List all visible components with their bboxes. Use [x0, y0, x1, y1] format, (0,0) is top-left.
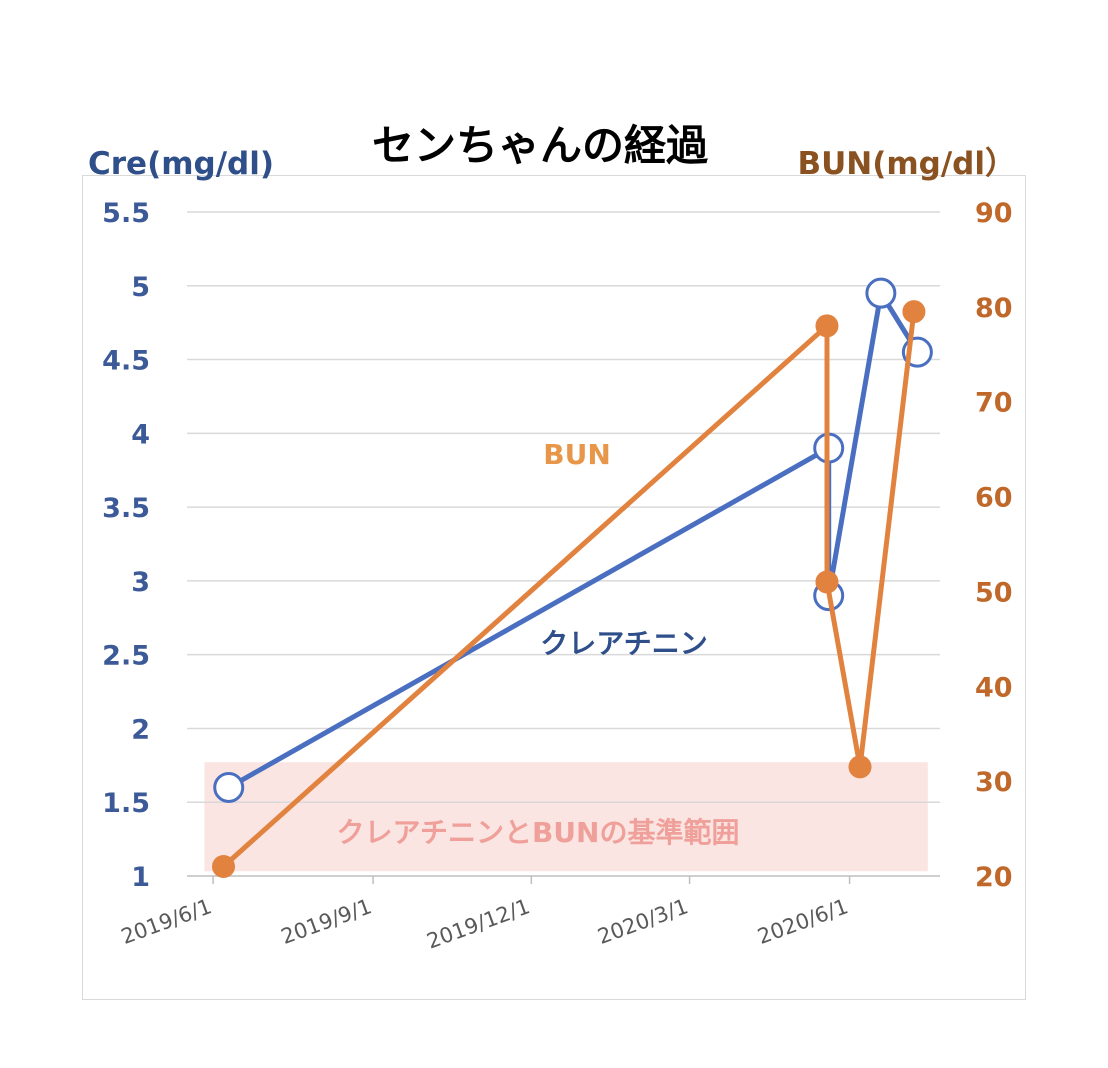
y-left-tick-label: 3.5	[102, 493, 150, 524]
y-right-tick-label: 90	[975, 198, 1013, 229]
x-tick-label: 2019/6/1	[118, 894, 215, 949]
series-layer	[212, 277, 933, 879]
data-point	[848, 755, 872, 779]
y-left-tick-label: 4.5	[102, 346, 150, 377]
series-bun	[212, 300, 926, 879]
y-left-tick-label: 1.5	[102, 788, 150, 819]
y-right-tick-label: 80	[975, 293, 1013, 324]
gridlines	[187, 211, 940, 803]
x-tick-label: 2020/6/1	[754, 894, 851, 949]
y-right-tick-label: 50	[975, 577, 1013, 608]
x-axis: 2019/6/1 2019/9/1 2019/12/1 2020/3/1 2020/6/…	[118, 875, 940, 954]
y-left-tick-label: 2	[131, 714, 150, 745]
data-point	[865, 277, 897, 309]
y-left-tick-label: 1	[131, 862, 150, 893]
chart-title: センちゃんの経過	[372, 121, 709, 170]
y-right-tick-label: 70	[975, 388, 1013, 419]
series-creatinine	[213, 277, 933, 803]
data-point	[902, 300, 926, 324]
x-tick-label: 2020/3/1	[594, 894, 691, 949]
chart-frame	[82, 175, 1026, 1000]
y-left-axis-title: Cre(mg/dl)	[88, 146, 274, 182]
y-left-tick-label: 2.5	[102, 641, 150, 672]
y-left-tick-label: 3	[131, 567, 150, 598]
y-left-tick-label: 4	[131, 419, 150, 450]
bun-series-label: BUN	[543, 438, 611, 471]
data-point	[213, 771, 245, 803]
creatinine-series-label: クレアチニン	[540, 627, 707, 660]
y-left-tick-label: 5	[131, 272, 150, 303]
y-left-tick-label: 5.5	[102, 198, 150, 229]
x-tick-label: 2019/12/1	[424, 894, 533, 953]
x-tick-label: 2019/9/1	[278, 894, 375, 949]
data-point	[815, 314, 839, 338]
reference-band-label: クレアチニンとBUNの基準範囲	[337, 816, 740, 849]
reference-band	[204, 762, 928, 872]
reference-band-layer	[204, 762, 928, 872]
data-point	[815, 570, 839, 594]
series-line	[227, 290, 920, 790]
data-point	[212, 855, 236, 879]
y-right-tick-label: 60	[975, 483, 1013, 514]
y-right-axis-title: BUN(mg/dl）	[797, 146, 1016, 182]
y-right-tick-label: 40	[975, 672, 1013, 703]
y-right-tick-label: 30	[975, 767, 1013, 798]
y-right-tick-label: 20	[975, 862, 1013, 893]
